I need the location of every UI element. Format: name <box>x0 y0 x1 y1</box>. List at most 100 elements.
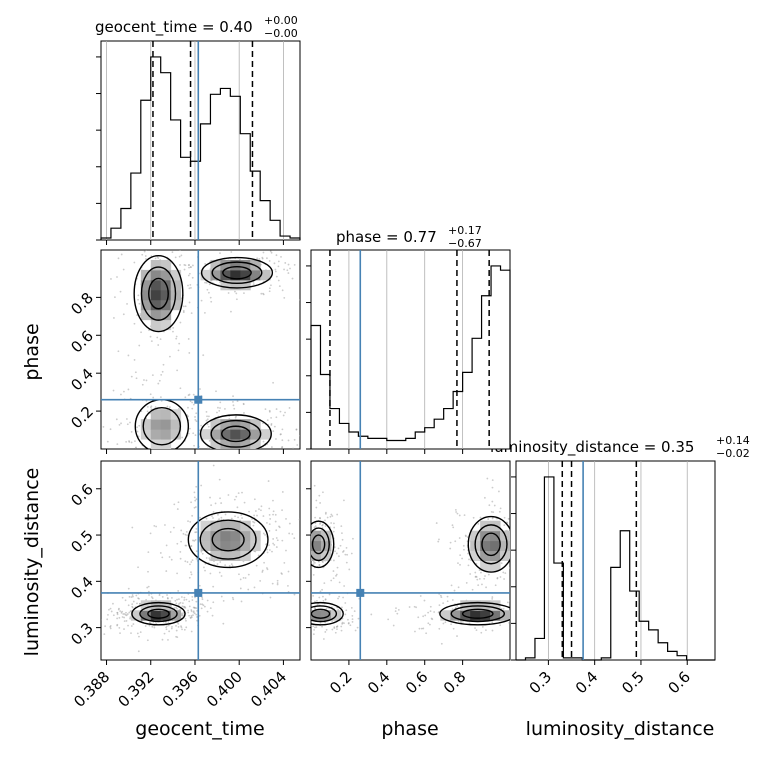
density-panel-phase-luminosity_distance-sample-point <box>387 618 390 621</box>
density-panel-geocent_time-phase-sample-point <box>189 283 192 286</box>
density-panel-phase-luminosity_distance-sample-point <box>454 508 457 511</box>
density-panel-geocent_time-phase-sample-point <box>216 411 218 414</box>
density-panel-geocent_time-luminosity_distance-density-cell <box>130 610 142 621</box>
density-panel-geocent_time-luminosity_distance-sample-point <box>155 525 158 528</box>
density-panel-phase-luminosity_distance-sample-point <box>453 589 456 592</box>
density-panel-geocent_time-luminosity_distance-sample-point <box>163 632 166 635</box>
density-panel-geocent_time-luminosity_distance-sample-point <box>109 626 112 628</box>
density-panel-geocent_time-phase-sample-point <box>287 439 290 442</box>
density-panel-phase-luminosity_distance-sample-point <box>491 629 494 632</box>
density-panel-geocent_time-luminosity_distance-sample-point <box>188 614 191 617</box>
density-panel-phase-luminosity_distance-density-cell <box>480 540 491 552</box>
density-panel-phase-luminosity_distance-sample-point <box>481 626 484 628</box>
density-panel-geocent_time-luminosity_distance-density-cell <box>210 520 221 532</box>
density-panel-geocent_time-phase-sample-point <box>256 257 259 260</box>
density-panel-geocent_time-luminosity_distance-sample-point <box>118 616 121 619</box>
density-panel-geocent_time-phase-sample-point <box>137 435 140 438</box>
density-panel-geocent_time-phase-density-cell <box>240 439 251 449</box>
density-panel-phase-luminosity_distance-sample-point <box>509 600 510 602</box>
density-panel-geocent_time-phase-sample-point <box>251 246 253 248</box>
density-panel-geocent_time-luminosity_distance-sample-point <box>268 523 271 525</box>
density-panel-geocent_time-phase-sample-point <box>146 406 149 408</box>
density-panel-geocent_time-phase-sample-point <box>179 321 182 324</box>
density-panel-geocent_time-luminosity_distance-sample-point <box>266 568 269 571</box>
density-panel-geocent_time-luminosity_distance-sample-point <box>135 594 138 597</box>
density-panel-phase-luminosity_distance-sample-point <box>460 621 462 623</box>
density-panel-phase-luminosity_distance-sample-point <box>321 523 324 526</box>
density-panel-geocent_time-luminosity_distance-sample-point <box>139 602 141 605</box>
density-panel-geocent_time-luminosity_distance-sample-point <box>193 506 196 509</box>
density-panel-geocent_time-phase-density-cell <box>250 439 261 449</box>
density-panel-geocent_time-luminosity_distance-sample-point <box>214 502 217 505</box>
density-panel-geocent_time-phase-density-cell <box>150 429 162 440</box>
density-panel-geocent_time-luminosity_distance-sample-point <box>184 560 187 563</box>
density-panel-phase-luminosity_distance-sample-point <box>303 607 305 609</box>
hist-panel-phase-grid <box>348 250 464 449</box>
density-panel-phase-luminosity_distance-sample-point <box>413 605 416 608</box>
density-panel-geocent_time-phase-sample-point <box>211 456 213 458</box>
density-panel-geocent_time-luminosity_distance-sample-point <box>232 598 235 601</box>
density-panel-phase-luminosity_distance-sample-point <box>478 578 481 580</box>
density-panel-phase-luminosity_distance-sample-point <box>336 625 339 628</box>
density-panel-geocent_time-luminosity_distance-sample-point <box>196 609 198 612</box>
density-panel-geocent_time-phase-density-cell <box>160 409 172 420</box>
density-panel-geocent_time-phase-sample-point <box>206 418 209 421</box>
density-panel-geocent_time-luminosity_distance-sample-point <box>131 606 134 609</box>
density-panel-geocent_time-luminosity_distance-sample-point <box>206 599 209 602</box>
density-panel-geocent_time-phase-sample-point <box>279 433 282 436</box>
density-panel-phase-luminosity_distance-sample-point <box>422 627 425 630</box>
density-panel-geocent_time-luminosity_distance-sample-point <box>285 518 287 520</box>
density-panel-geocent_time-luminosity_distance-density-cell <box>160 610 172 621</box>
density-panel-geocent_time-luminosity_distance-sample-point <box>199 516 202 519</box>
x-tick-label-2: 0.6 <box>664 668 694 698</box>
density-panel-phase-luminosity_distance-density-cell <box>490 610 501 621</box>
density-panel-geocent_time-luminosity_distance-sample-point <box>183 599 186 601</box>
density-panel-geocent_time-phase-sample-point <box>179 250 181 251</box>
density-panel-geocent_time-phase-sample-point <box>157 344 160 346</box>
density-panel-geocent_time-phase-sample-point <box>227 292 230 294</box>
density-panel-geocent_time-phase-contour <box>211 261 263 285</box>
density-panel-phase-luminosity_distance-sample-point <box>314 600 316 603</box>
density-panel-geocent_time-luminosity_distance-sample-point <box>121 610 124 613</box>
density-panel-geocent_time-phase-sample-point <box>136 426 138 429</box>
density-panel-geocent_time-luminosity_distance-sample-point <box>268 549 271 551</box>
density-panel-geocent_time-luminosity_distance-sample-point <box>274 520 277 523</box>
density-panel-geocent_time-phase-density-cell <box>150 279 162 291</box>
density-panel-phase-luminosity_distance-sample-point <box>321 561 324 563</box>
density-panel-phase-luminosity_distance-sample-point <box>311 599 312 602</box>
density-panel-phase-luminosity_distance-sample-point <box>322 595 324 598</box>
density-panel-geocent_time-luminosity_distance-sample-point <box>230 517 233 520</box>
density-panel-geocent_time-luminosity_distance-sample-point <box>218 571 221 574</box>
density-panel-geocent_time-phase-sample-point <box>262 422 264 425</box>
density-panel-geocent_time-luminosity_distance-sample-point <box>116 624 119 627</box>
density-panel-geocent_time-luminosity_distance-sample-point <box>147 585 150 588</box>
density-panel-phase-luminosity_distance-sample-point <box>429 623 431 626</box>
density-panel-geocent_time-phase-sample-point <box>187 284 189 287</box>
density-panel-phase-luminosity_distance-sample-point <box>419 595 422 597</box>
density-panel-geocent_time-phase-sample-point <box>117 350 120 353</box>
density-panel-geocent_time-phase-sample-point <box>194 434 197 437</box>
density-panel-geocent_time-luminosity_distance-sample-point <box>212 601 215 604</box>
density-panel-geocent_time-luminosity_distance-sample-point <box>268 544 270 546</box>
density-panel-geocent_time-phase-density-cell <box>250 269 261 281</box>
density-panel-geocent_time-luminosity_distance-sample-point <box>274 513 277 516</box>
density-panel-geocent_time-phase-sample-point <box>204 311 206 314</box>
density-panel-geocent_time-luminosity_distance-sample-point <box>209 607 212 610</box>
density-panel-geocent_time-luminosity_distance-sample-point <box>272 499 274 502</box>
density-panel-phase-luminosity_distance-sample-point <box>335 573 338 576</box>
density-panel-phase-luminosity_distance-sample-point <box>429 605 432 608</box>
density-panel-geocent_time-phase-sample-point <box>152 449 154 451</box>
density-panel-geocent_time-phase-sample-point <box>144 258 147 260</box>
density-panel-geocent_time-phase-sample-point <box>102 425 105 428</box>
density-panel-geocent_time-phase-sample-point <box>232 395 234 398</box>
density-panel-geocent_time-luminosity_distance-sample-point <box>209 572 212 575</box>
density-panel-geocent_time-luminosity_distance-sample-point <box>180 529 183 532</box>
density-panel-geocent_time-phase-sample-point <box>151 455 153 457</box>
density-panel-phase-luminosity_distance-sample-point <box>306 619 308 621</box>
density-panel-phase-luminosity_distance-sample-point <box>350 606 353 609</box>
density-panel-phase-luminosity_distance-sample-point <box>331 515 334 517</box>
density-panel-geocent_time-phase-sample-point <box>176 369 179 372</box>
density-panel-geocent_time-phase-sample-point <box>244 247 246 249</box>
density-panel-geocent_time-phase-density-cell <box>150 289 162 301</box>
density-panel-geocent_time-phase-sample-point <box>222 250 224 251</box>
